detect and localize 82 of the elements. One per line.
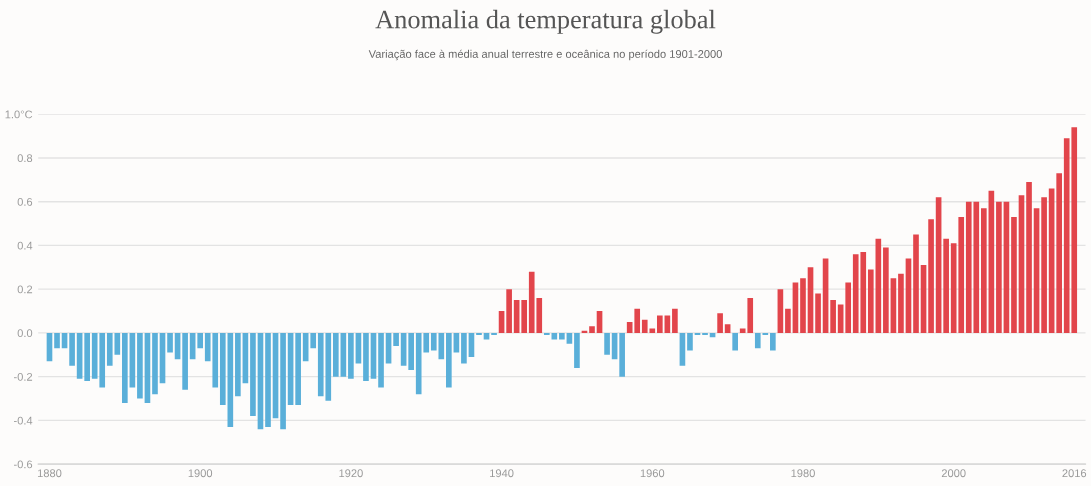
bar <box>182 332 188 390</box>
bar <box>363 332 369 382</box>
bar <box>559 332 565 340</box>
bar <box>137 332 143 399</box>
x-tick-label: 2000 <box>941 469 966 478</box>
bar <box>355 332 362 364</box>
bar <box>589 326 595 333</box>
bar <box>408 332 414 371</box>
bar <box>996 201 1002 333</box>
bar <box>250 332 256 417</box>
bar <box>815 293 821 333</box>
bar <box>385 332 392 364</box>
bar <box>197 332 204 349</box>
bar <box>219 332 226 406</box>
bar <box>393 332 399 347</box>
bar <box>122 332 128 403</box>
bar <box>981 208 987 333</box>
bar <box>604 332 610 355</box>
bar <box>295 332 301 406</box>
y-tick-label: 0.2 <box>17 285 33 294</box>
bar <box>1056 173 1062 333</box>
bar <box>656 315 663 333</box>
bar <box>348 332 354 379</box>
bar <box>837 304 844 333</box>
y-tick-label: -0.2 <box>13 372 33 381</box>
bar <box>732 332 738 351</box>
bar <box>1026 182 1032 333</box>
bar <box>883 247 889 333</box>
x-tick-label: 1920 <box>339 469 363 478</box>
y-tick-label: 0.4 <box>17 241 33 250</box>
bar <box>770 332 776 351</box>
x-tick-label: 2016 <box>1062 469 1087 478</box>
bar <box>280 332 286 430</box>
bar <box>928 219 934 333</box>
bar <box>54 332 60 349</box>
bar <box>702 332 708 336</box>
bar <box>785 308 791 333</box>
bar <box>913 234 919 333</box>
bar <box>506 289 512 333</box>
bar <box>845 282 852 333</box>
bar <box>619 332 625 377</box>
x-tick-label: 1940 <box>490 469 514 478</box>
bar <box>476 332 482 336</box>
bar <box>378 332 384 388</box>
chart-subtitle: Variação face à média anual terrestre e oceânica no período 1901-2000 <box>368 49 722 61</box>
y-tick-label: -0.6 <box>13 460 33 469</box>
x-tick-label: 1880 <box>37 469 62 478</box>
bar <box>867 269 874 333</box>
bar <box>84 332 90 382</box>
bar <box>717 313 723 333</box>
bar <box>543 332 550 336</box>
bar <box>1011 217 1017 333</box>
chart-title: Anomalia da temperatura global <box>375 9 716 34</box>
bar <box>664 315 671 333</box>
bar <box>235 332 241 397</box>
bar <box>800 278 806 333</box>
bar <box>898 273 904 333</box>
x-tick-label: 1900 <box>188 469 213 478</box>
bar <box>687 332 693 351</box>
bar <box>672 308 678 333</box>
bar <box>332 332 339 377</box>
bar <box>461 332 467 364</box>
bar <box>724 324 731 333</box>
bar <box>943 238 949 333</box>
y-tick-label: 1.0°C <box>5 110 33 119</box>
bar <box>521 300 528 333</box>
bar <box>491 332 497 336</box>
y-tick-label: 0.0 <box>17 329 33 338</box>
bar <box>446 332 452 388</box>
x-tick-label: 1980 <box>791 469 815 478</box>
bar <box>69 332 75 366</box>
bar <box>1041 197 1047 333</box>
bar <box>265 332 271 427</box>
bar <box>453 332 460 353</box>
y-tick-label: -0.4 <box>13 416 33 425</box>
bar <box>574 332 580 368</box>
bar <box>167 332 173 353</box>
y-tick-label: 0.6 <box>17 197 33 206</box>
bar <box>152 332 158 395</box>
bar <box>830 300 836 333</box>
y-tick-label: 0.8 <box>17 154 33 163</box>
x-tick-label: 1960 <box>640 469 665 478</box>
